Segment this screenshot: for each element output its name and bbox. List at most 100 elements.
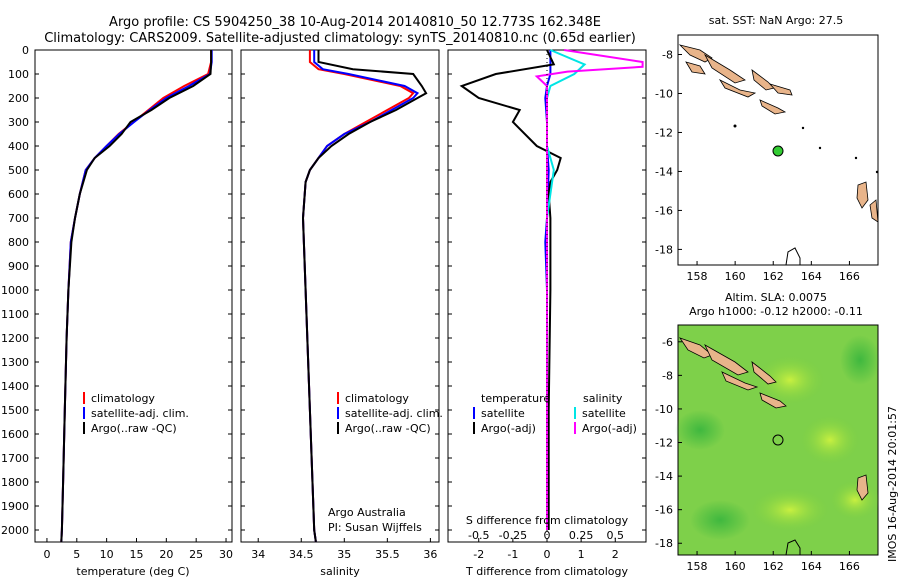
map-ytick-label: -6	[662, 336, 673, 349]
s-difference-label: S difference from climatology	[466, 514, 629, 527]
map-ytick-label: -14	[655, 165, 673, 178]
depth-tick-label: 1600	[1, 428, 29, 441]
series-line-salinity-argo-adj-	[534, 49, 644, 530]
legend-satellite-label: satellite-adj. clim.	[345, 407, 443, 420]
map-xtick-label: 158	[687, 270, 708, 283]
depth-tick-label: 400	[8, 140, 29, 153]
legend-satellite-label: satellite-adj. clim.	[91, 407, 189, 420]
imos-timestamp: IMOS 16-Aug-2014 20:01:57	[886, 406, 899, 562]
map-ytick-label: -10	[655, 403, 673, 416]
island-shape	[785, 539, 801, 556]
map-xtick-label: 162	[763, 560, 784, 573]
legend-climatology-label: climatology	[345, 392, 409, 405]
top-xtick-label: 0.25	[569, 529, 594, 542]
temperature-panel-frame	[34, 49, 233, 543]
sla-blob	[690, 500, 750, 540]
map-xtick-label: 166	[839, 560, 860, 573]
difference-legend: temperature salinity satellite Argo(-adj…	[466, 392, 637, 527]
header-line1: Argo profile: CS 5904250_38 10-Aug-2014 …	[109, 15, 601, 30]
sla-blob	[840, 335, 880, 385]
island-shape	[759, 99, 787, 115]
difference-xlabel: T difference from climatology	[465, 565, 628, 578]
map-top-islands	[678, 44, 879, 266]
credit-line2: PI: Susan Wijffels	[328, 521, 422, 534]
island-dot	[801, 126, 805, 130]
xtick-label: 34.5	[289, 548, 314, 561]
map-ytick-label: -12	[655, 126, 673, 139]
depth-tick-label: 1700	[1, 452, 29, 465]
temperature-xtick-labels: 0 5 10 15 20 25 30	[43, 538, 233, 561]
depth-tick-label: 300	[8, 116, 29, 129]
island-shape	[721, 371, 759, 391]
credit-line1: Argo Australia	[328, 506, 406, 519]
legend-argo-label: Argo(..raw -QC)	[91, 422, 177, 435]
xtick-label: -2	[473, 548, 484, 561]
temperature-xlabel: temperature (deg C)	[76, 565, 189, 578]
argo-float-marker	[772, 145, 784, 157]
salinity-xlabel: salinity	[320, 565, 360, 578]
map-top-tick-labels: -8 -10 -12 -14 -16 -18 158 160 162 164 166	[655, 48, 860, 283]
xtick-label: 15	[129, 548, 143, 561]
depth-tick-label: 200	[8, 92, 29, 105]
depth-tick-label: 1900	[1, 500, 29, 513]
xtick-label: 35.5	[375, 548, 400, 561]
depth-tick-label: 500	[8, 164, 29, 177]
island-shape	[785, 247, 801, 266]
depth-tick-label: 1100	[1, 308, 29, 321]
island-dot	[875, 170, 879, 174]
xtick-label: 36	[423, 548, 437, 561]
sla-field	[675, 335, 880, 540]
map-bottom-title2: Argo h1000: -0.12 h2000: -0.11	[689, 305, 863, 318]
island-shape	[856, 181, 869, 209]
xtick-label: 34	[251, 548, 265, 561]
depth-tick-label: 1000	[1, 284, 29, 297]
island-shape	[751, 361, 777, 385]
top-xtick-label: -0.5	[468, 529, 489, 542]
depth-tick-label: 2000	[1, 524, 29, 537]
map-top-title: sat. SST: NaN Argo: 27.5	[709, 14, 843, 27]
island-shape	[718, 79, 757, 98]
series-line-argo-raw-qc-	[60, 50, 213, 543]
depth-tick-label: 900	[8, 260, 29, 273]
series-line-climatology	[301, 50, 415, 543]
map-xtick-label: 164	[801, 560, 822, 573]
depth-tick-label: 100	[8, 68, 29, 81]
map-ytick-label: -10	[655, 87, 673, 100]
island-dot	[854, 156, 858, 160]
sla-blob	[830, 480, 880, 520]
legend-sal-satellite-label: satellite	[582, 407, 626, 420]
xtick-label: -1	[507, 548, 518, 561]
series-line-satellite-adj-clim-	[301, 50, 420, 543]
map-xtick-label: 166	[839, 270, 860, 283]
xtick-label: 25	[189, 548, 203, 561]
island-shape	[704, 344, 749, 376]
map-xtick-label: 158	[687, 560, 708, 573]
legend-temp-argo-label: Argo(-adj)	[481, 422, 536, 435]
depth-axis-labels: 0 100 200 300 400 500 600 700 800 900 1000 1100 1200…	[1, 44, 29, 537]
sla-blob	[755, 355, 825, 405]
sla-blob	[675, 410, 725, 450]
xtick-label: 20	[159, 548, 173, 561]
map-ytick-label: -12	[655, 437, 673, 450]
island-shape	[679, 337, 713, 359]
series-line-satellite-adj-clim-	[60, 50, 213, 543]
island-dot	[733, 124, 737, 128]
map-xtick-label: 160	[725, 560, 746, 573]
salinity-legend: climatology satellite-adj. clim. Argo(..…	[328, 392, 443, 534]
panel-ticks	[35, 49, 646, 531]
legend-salinity-title: salinity	[583, 392, 623, 405]
series-line-argo-raw-qc-	[301, 50, 428, 543]
sla-blob	[750, 488, 830, 532]
depth-tick-label: 800	[8, 236, 29, 249]
map-ytick-label: -8	[662, 369, 673, 382]
temperature-legend: climatology satellite-adj. clim. Argo(..…	[83, 392, 189, 435]
xtick-label: 0	[43, 548, 50, 561]
header-line2: Climatology: CARS2009. Satellite-adjuste…	[44, 31, 636, 46]
depth-tick-label: 1400	[1, 380, 29, 393]
map-bottom-tick-labels: -6 -8 -10 -12 -14 -16 -18 158 160 162 164 166	[655, 336, 860, 573]
legend-climatology-label: climatology	[91, 392, 155, 405]
salinity-xtick-labels: 34 34.5 35 35.5 36	[251, 538, 437, 561]
map-xtick-label: 162	[763, 270, 784, 283]
